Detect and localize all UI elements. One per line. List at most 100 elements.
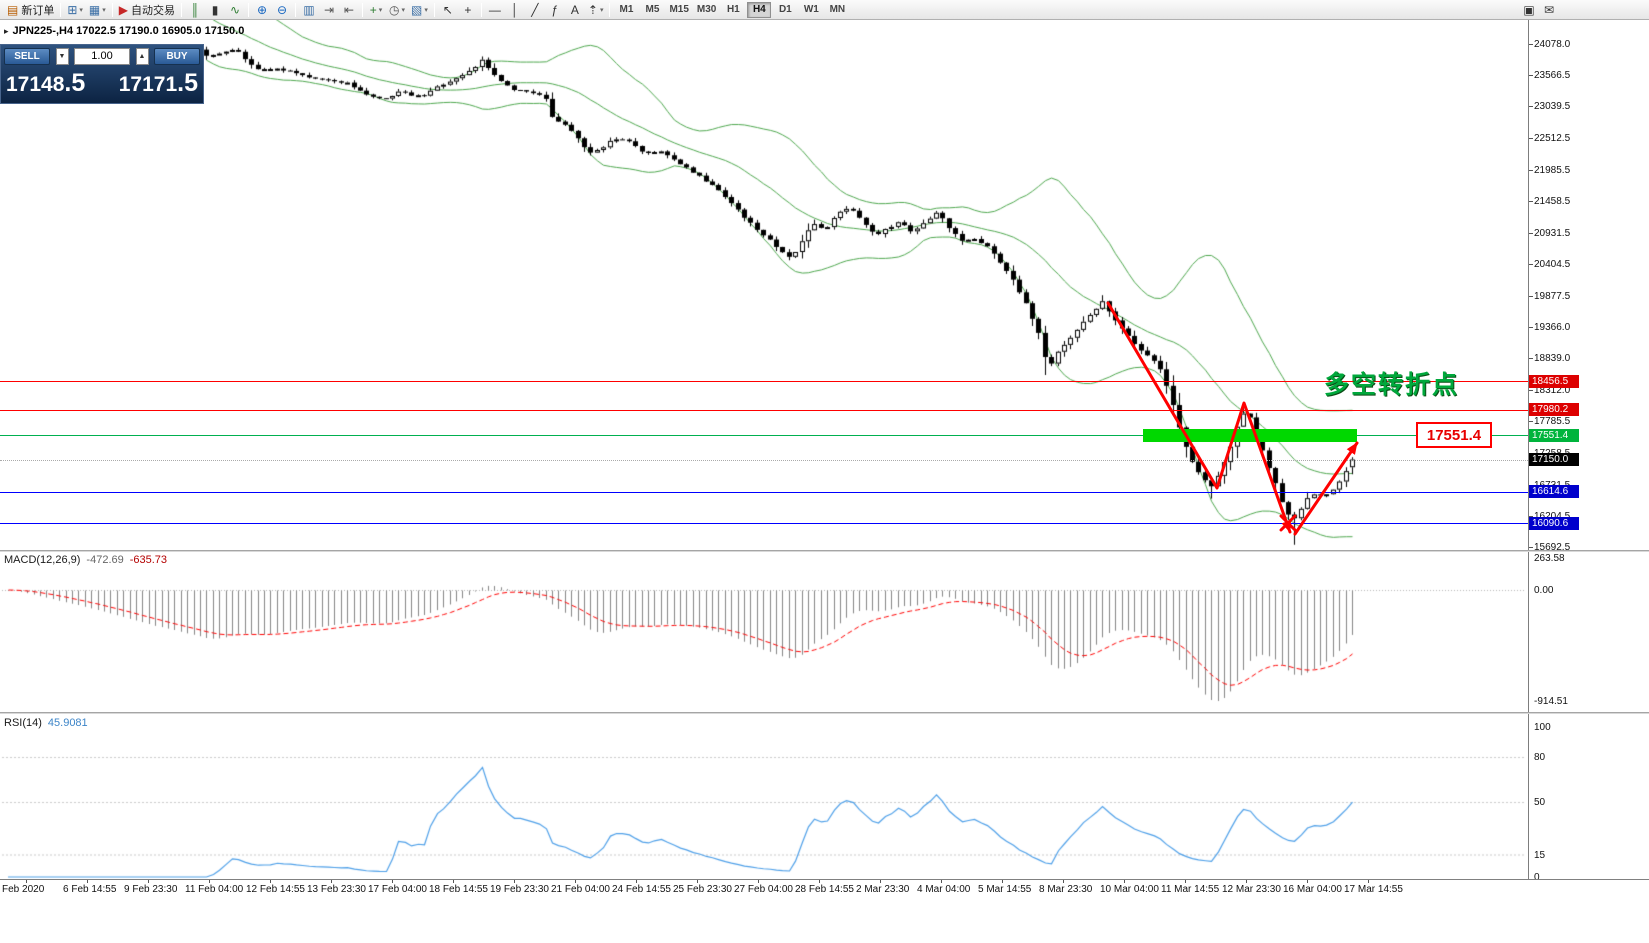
timeframe-mn[interactable]: MN	[829, 4, 846, 15]
timeframe-w1[interactable]: W1	[803, 4, 819, 15]
rsi-axis-label: 50	[1534, 797, 1546, 808]
price-axis-label: 19877.5	[1534, 290, 1571, 302]
toolbar-separator	[362, 2, 364, 17]
price-level-line[interactable]	[0, 409, 1528, 411]
periods-button[interactable]: ◷ ▾	[386, 1, 408, 19]
macd-signal-value: -635.73	[129, 554, 168, 566]
timeframe-m1[interactable]: M1	[619, 4, 634, 15]
date-axis-label: 21 Feb 04:00	[551, 884, 610, 895]
volume-decrease-button[interactable]: ▼	[55, 47, 69, 65]
price-level-line[interactable]	[0, 523, 1528, 525]
line-mode-button[interactable]: ∿	[225, 1, 245, 19]
trendline-icon: ╱	[531, 2, 539, 17]
profiles-button[interactable]: ▦ ▾	[86, 1, 109, 19]
arrows-tool-icon: ⇡	[587, 2, 598, 17]
tile-windows-button[interactable]: ▥	[299, 1, 319, 19]
price-level-line[interactable]	[0, 381, 1528, 383]
price-axis-label: 21985.5	[1534, 164, 1571, 176]
horizontal-line-button[interactable]: —	[485, 1, 505, 19]
mail-icon[interactable]: ✉	[1543, 2, 1555, 17]
date-axis-label: 11 Feb 04:00	[185, 884, 244, 895]
axis-tick	[575, 880, 576, 883]
toolbar-right-group: ▣ ✉	[1519, 0, 1645, 20]
timeframe-h1[interactable]: H1	[726, 4, 740, 15]
macd-axis-label: -914.51	[1534, 696, 1568, 708]
price-axis-label: 18312.0	[1534, 384, 1571, 396]
bars-mode-button[interactable]: ║	[185, 1, 205, 19]
templates-icon: ▧	[411, 2, 423, 17]
sell-button[interactable]: SELL	[4, 47, 50, 65]
indicators-button[interactable]: + ▾	[366, 1, 386, 19]
timeframe-h4[interactable]: H4	[747, 1, 772, 18]
price-badge: 16614.6	[1529, 485, 1579, 499]
chart-shift-button[interactable]: ⇤	[339, 1, 359, 19]
buy-price[interactable]: 17171.5	[118, 69, 198, 97]
indicators-icon: +	[369, 2, 377, 17]
zone-price-label[interactable]: 17551.4	[1416, 422, 1492, 448]
toolbar-separator	[111, 2, 113, 17]
time-axis[interactable]: Feb 2020 6 Feb 14:55 9 Feb 23:30 11 Feb 04:…	[0, 880, 1649, 943]
alerts-icon[interactable]: ▣	[1523, 2, 1535, 17]
axis-tick	[1185, 880, 1186, 883]
date-axis-label: 8 Mar 23:30	[1039, 884, 1093, 895]
volume-increase-button[interactable]: ▲	[135, 47, 149, 65]
trendline-button[interactable]: ╱	[525, 1, 545, 19]
panel-separator[interactable]	[0, 550, 1649, 552]
price-axis[interactable]: 24078.0 23566.5 23039.5 22512.5 21985.5 21458…	[1528, 20, 1649, 883]
zoom-in-button[interactable]: ⊕	[252, 1, 272, 19]
volume-input[interactable]: 1.00	[74, 47, 130, 65]
price-badge: 16090.6	[1529, 516, 1579, 530]
vertical-line-button[interactable]: │	[505, 1, 525, 19]
chart-shift-icon: ⇤	[343, 2, 355, 17]
price-badge: 17551.4	[1529, 428, 1579, 442]
panel-separator[interactable]	[0, 712, 1649, 714]
expand-panel-icon[interactable]: ▸	[4, 25, 9, 36]
zoom-in-icon: ⊕	[256, 2, 268, 17]
new-order-button[interactable]: ▤ 新订单	[4, 1, 57, 19]
axis-tick	[87, 880, 88, 883]
arrows-tool-button[interactable]: ⇡ ▾	[585, 1, 607, 19]
turning-point-annotation[interactable]: 多空转折点	[1324, 371, 1460, 399]
timeframe-d1[interactable]: D1	[778, 4, 792, 15]
axis-tick	[1529, 421, 1533, 423]
toolbar-button-group: ▤ 新订单 ⊞ ▾ ▦ ▾ ▶ 自动交易 ║ ▮ ∿ ⊕ ⊖ ▥ ⇥ ⇤ + ▾ ◷ ▾ ▧ ▾ ↖ + — │ ╱ ƒ A ⇡ ▾	[4, 0, 613, 20]
zoom-out-icon: ⊖	[276, 2, 288, 17]
auto-trading-button[interactable]: ▶ 自动交易	[116, 1, 178, 19]
timeframe-m30[interactable]: M30	[696, 4, 717, 15]
auto-scroll-button[interactable]: ⇥	[319, 1, 339, 19]
timeframe-m5[interactable]: M5	[645, 4, 660, 15]
macd-axis-label: 263.58	[1534, 553, 1565, 564]
toolbar-separator	[248, 2, 250, 17]
buy-button[interactable]: BUY	[154, 47, 200, 65]
macd-main-value: -472.69	[86, 554, 124, 566]
date-axis-label: 6 Feb 14:55	[63, 884, 117, 895]
toolbar-separator	[433, 2, 435, 17]
bars-mode-icon: ║	[190, 2, 200, 17]
zoom-out-button[interactable]: ⊖	[272, 1, 292, 19]
candles-mode-icon: ▮	[211, 2, 219, 17]
new-chart-button[interactable]: ⊞ ▾	[64, 1, 86, 19]
fibonacci-button[interactable]: ƒ	[545, 1, 565, 19]
highlight-zone[interactable]	[1143, 429, 1357, 443]
line-mode-icon: ∿	[229, 2, 241, 17]
price-level-line[interactable]	[0, 459, 1528, 461]
date-axis-label: 11 Mar 14:55	[1161, 884, 1220, 895]
symbol-ohlc-text: JPN225-,H4 17022.5 17190.0 16905.0 17150…	[12, 25, 245, 37]
timeframe-m15[interactable]: M15	[669, 4, 689, 15]
new-order-icon: ▤	[7, 2, 19, 17]
candles-mode-button[interactable]: ▮	[205, 1, 225, 19]
templates-button[interactable]: ▧ ▾	[408, 1, 431, 19]
fibonacci-icon: ƒ	[551, 2, 559, 17]
cursor-button[interactable]: ↖	[438, 1, 458, 19]
rsi-indicator-chart[interactable]	[0, 714, 1528, 879]
text-tool-button[interactable]: A	[565, 1, 585, 19]
time-axis-separator	[0, 879, 1649, 880]
axis-tick	[1063, 880, 1064, 883]
price-level-line[interactable]	[0, 491, 1528, 493]
price-level-line[interactable]	[0, 435, 1528, 437]
axis-tick	[941, 880, 942, 883]
axis-tick	[1529, 232, 1533, 234]
sell-price[interactable]: 17148.5	[6, 69, 86, 97]
crosshair-button[interactable]: +	[458, 1, 478, 19]
macd-indicator-chart[interactable]	[0, 552, 1528, 712]
